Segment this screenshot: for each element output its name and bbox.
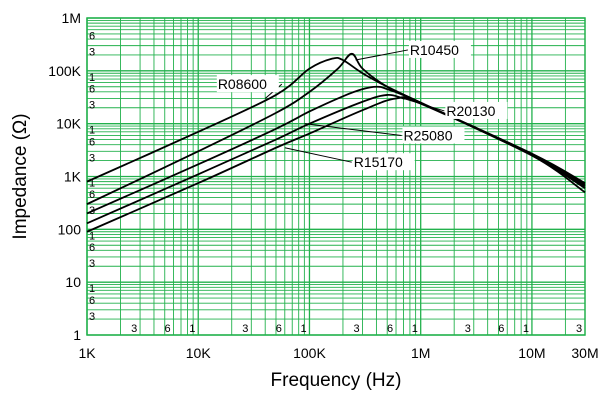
x-minor-label: 3 bbox=[465, 323, 471, 335]
y-tick-labels: 1 10 100 1K 10K 100K 1M bbox=[48, 10, 81, 343]
y-tick-label: 10 bbox=[65, 274, 81, 290]
x-tick-label: 1M bbox=[411, 345, 430, 361]
x-tick-label: 10M bbox=[518, 345, 545, 361]
y-minor-label: 6 bbox=[89, 84, 95, 96]
x-minor-label: 1 bbox=[412, 323, 418, 335]
y-minor-label: 6 bbox=[89, 295, 95, 307]
x-tick-label: 30M bbox=[571, 345, 598, 361]
y-minor-label: 1 bbox=[89, 178, 95, 190]
y-axis-title: Impedance (Ω) bbox=[10, 113, 31, 239]
series-line-r08600 bbox=[86, 56, 586, 194]
series-label-bg bbox=[408, 40, 471, 58]
plot-frame bbox=[86, 17, 586, 336]
series-line-r20130 bbox=[86, 85, 586, 215]
series-label-r20130: R20130 bbox=[446, 103, 495, 119]
y-tick-label: 1K bbox=[64, 169, 82, 185]
x-minor-label: 3 bbox=[242, 323, 248, 335]
y-tick-label: 1 bbox=[73, 327, 81, 343]
x-minor-label: 6 bbox=[165, 323, 171, 335]
y-minor-label: 6 bbox=[89, 136, 95, 148]
x-minor-label: 3 bbox=[354, 323, 360, 335]
x-minor-label: 1 bbox=[300, 323, 306, 335]
series-label-r10450: R10450 bbox=[410, 42, 459, 58]
y-minor-label: 1 bbox=[89, 125, 95, 137]
leader-line-r15170 bbox=[284, 147, 352, 163]
x-minor-label: 1 bbox=[189, 323, 195, 335]
y-minor-label: 1 bbox=[89, 283, 95, 295]
y-tick-label: 100 bbox=[58, 221, 82, 237]
x-minor-label: 6 bbox=[387, 323, 393, 335]
y-minor-label: 3 bbox=[89, 258, 95, 270]
leader-line-r25080 bbox=[304, 123, 402, 137]
x-tick-labels: 1K 10K 100K 1M 10M 30M bbox=[78, 345, 598, 361]
series-label-r25080: R25080 bbox=[403, 128, 452, 144]
series-label-bg bbox=[216, 75, 279, 93]
y-tick-label: 100K bbox=[48, 63, 81, 79]
series-label-r08600: R08600 bbox=[218, 76, 267, 92]
x-minor-label: 6 bbox=[498, 323, 504, 335]
y-minor-label: 6 bbox=[89, 242, 95, 254]
y-minor-label: 6 bbox=[89, 189, 95, 201]
x-tick-label: 1K bbox=[78, 345, 96, 361]
x-axis-title: Frequency (Hz) bbox=[271, 370, 402, 391]
y-minor-label: 3 bbox=[89, 99, 95, 111]
leader-line-r10450 bbox=[355, 49, 409, 61]
grid bbox=[86, 17, 586, 336]
y-minor-label: 1 bbox=[89, 72, 95, 84]
y-tick-label: 10K bbox=[56, 116, 82, 132]
leader-line-r20130 bbox=[391, 94, 445, 112]
x-minor-label: 3 bbox=[131, 323, 137, 335]
x-minor-label: 6 bbox=[276, 323, 282, 335]
x-minor-label: 3 bbox=[576, 323, 582, 335]
y-minor-label: 3 bbox=[89, 47, 95, 59]
series-line-r15170 bbox=[86, 96, 586, 233]
x-tick-label: 10K bbox=[186, 345, 212, 361]
x-tick-label: 100K bbox=[293, 345, 326, 361]
series-label-r15170: R15170 bbox=[354, 154, 403, 170]
series-label-bg bbox=[445, 101, 508, 119]
series-lines bbox=[86, 52, 586, 233]
x-minor-label: 1 bbox=[523, 323, 529, 335]
y-minor-label: 1 bbox=[89, 230, 95, 242]
series-label-bg bbox=[352, 153, 415, 171]
y-minor-label: 3 bbox=[89, 152, 95, 164]
series-label-bg bbox=[402, 126, 465, 144]
y-tick-label: 1M bbox=[62, 10, 81, 26]
y-minor-label: 6 bbox=[89, 31, 95, 43]
y-minor-label: 3 bbox=[89, 311, 95, 323]
